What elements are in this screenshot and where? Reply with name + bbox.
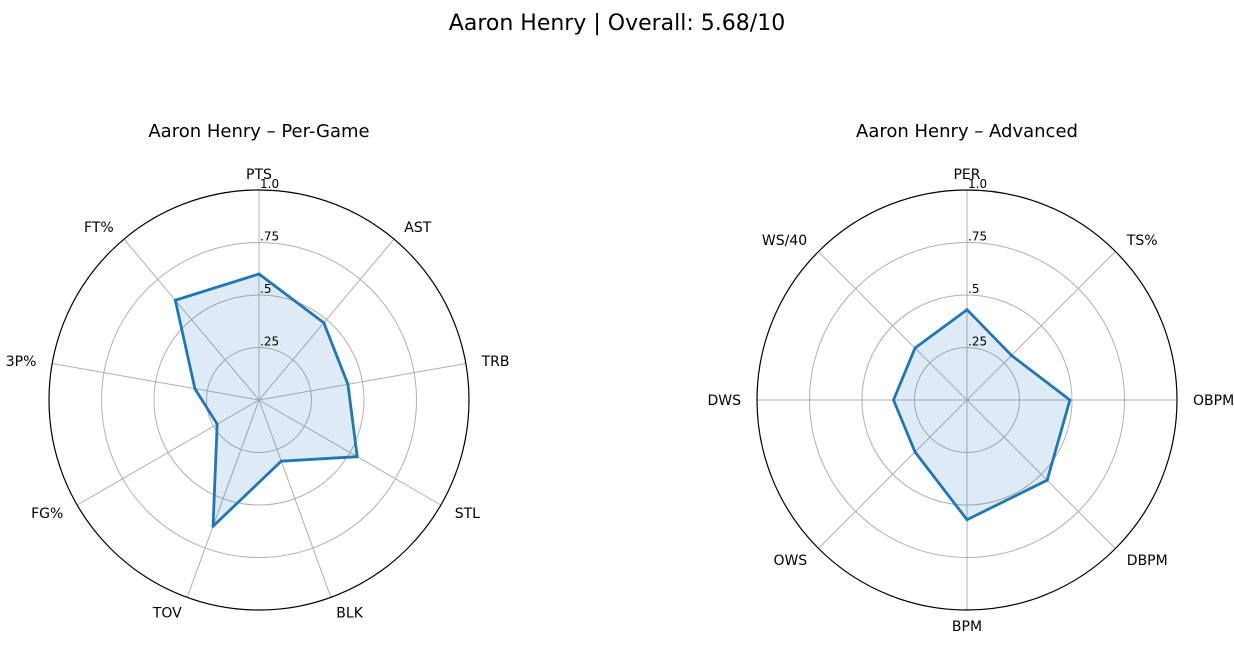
category-label-ws-per-40: WS/40 — [762, 233, 807, 249]
series-fill — [175, 274, 358, 527]
data-point-obpm — [1068, 398, 1072, 402]
data-point-blk — [279, 459, 283, 463]
category-label-per: PER — [953, 167, 980, 183]
spoke-ws-per-40 — [818, 251, 968, 401]
chart-title-advanced: Aaron Henry – Advanced — [856, 121, 1078, 142]
category-label-ts-pct: TS% — [1126, 233, 1158, 249]
category-label-trb: TRB — [481, 354, 510, 370]
chart-title-per-game: Aaron Henry – Per-Game — [148, 121, 369, 142]
data-point-pts — [257, 272, 261, 276]
polar-frame — [756, 189, 1178, 611]
r-tick-label-3: 1.0 — [260, 177, 279, 191]
category-label-dbpm: DBPM — [1127, 553, 1168, 569]
data-point-ast — [322, 321, 326, 325]
spoke-trb — [258, 363, 466, 401]
category-label-fg-pct: FG% — [31, 506, 63, 522]
category-label-ows: OWS — [773, 553, 807, 569]
category-label-bpm: BPM — [952, 619, 982, 635]
spoke-tov — [186, 399, 260, 598]
data-point-ws-per-40 — [913, 346, 917, 350]
data-point-3p-pct — [193, 387, 197, 391]
category-label-stl: STL — [455, 506, 480, 522]
data-point-per — [965, 308, 969, 312]
data-point-tov — [211, 524, 215, 528]
figure-title: Aaron Henry | Overall: 5.68/10 — [449, 11, 785, 36]
data-point-dws — [892, 398, 895, 402]
r-tick-label-1: .5 — [260, 282, 271, 296]
spoke-ows — [818, 399, 968, 549]
spoke-stl — [258, 399, 442, 506]
category-label-ast: AST — [404, 220, 431, 236]
category-label-blk: BLK — [336, 605, 363, 621]
r-tick-label-2: .75 — [260, 230, 279, 244]
polar-frame — [48, 189, 470, 611]
data-point-trb — [346, 382, 350, 386]
category-label-dws: DWS — [707, 393, 741, 409]
r-tick-label-0: .25 — [260, 335, 279, 349]
spoke-blk — [258, 399, 332, 598]
category-label-obpm: OBPM — [1193, 393, 1234, 409]
spoke-ts-pct — [966, 251, 1116, 401]
data-point-ts-pct — [1010, 354, 1013, 357]
r-tick-label-0: .25 — [968, 335, 987, 349]
spoke-fg-pct — [76, 399, 260, 506]
data-point-ft-pct — [173, 298, 177, 302]
category-label-ft-pct: FT% — [84, 220, 114, 236]
series-line — [173, 272, 359, 528]
data-point-fg-pct — [215, 422, 219, 426]
data-point-stl — [355, 455, 359, 459]
r-tick-label-3: 1.0 — [968, 177, 987, 191]
data-point-ows — [913, 450, 917, 454]
r-tick-label-2: .75 — [968, 230, 987, 244]
data-point-bpm — [965, 518, 969, 522]
category-label-pts: PTS — [246, 167, 272, 183]
category-label-tov: TOV — [152, 605, 182, 621]
category-label-3p-pct: 3P% — [6, 354, 37, 370]
spoke-ast — [258, 238, 395, 401]
spoke-ft-pct — [123, 238, 260, 401]
spoke-dbpm — [966, 399, 1116, 549]
data-point-dbpm — [1045, 478, 1049, 482]
r-tick-label-1: .5 — [968, 282, 979, 296]
series-fill — [893, 309, 1070, 520]
spoke-3p-pct — [52, 363, 260, 401]
